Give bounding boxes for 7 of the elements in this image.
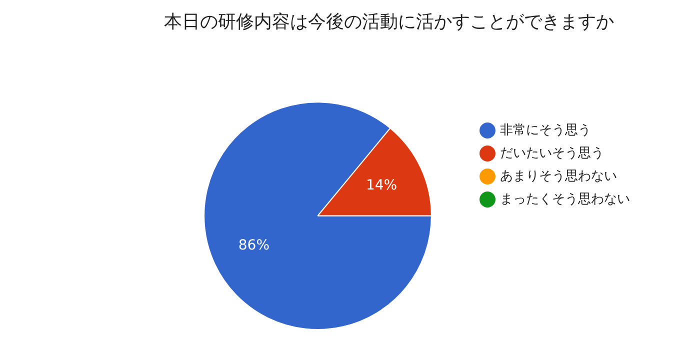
legend-label: だいたいそう思う	[500, 146, 604, 161]
legend-label: 非常にそう思う	[500, 122, 591, 138]
data-label: 86%	[238, 237, 270, 254]
data-label: 14%	[366, 177, 398, 194]
legend-label: まったくそう思わない	[500, 192, 630, 207]
legend-label: あまりそう思わない	[500, 168, 617, 184]
chart-title: 本日の研修内容は今後の活動に活かすことができますか	[164, 11, 614, 32]
